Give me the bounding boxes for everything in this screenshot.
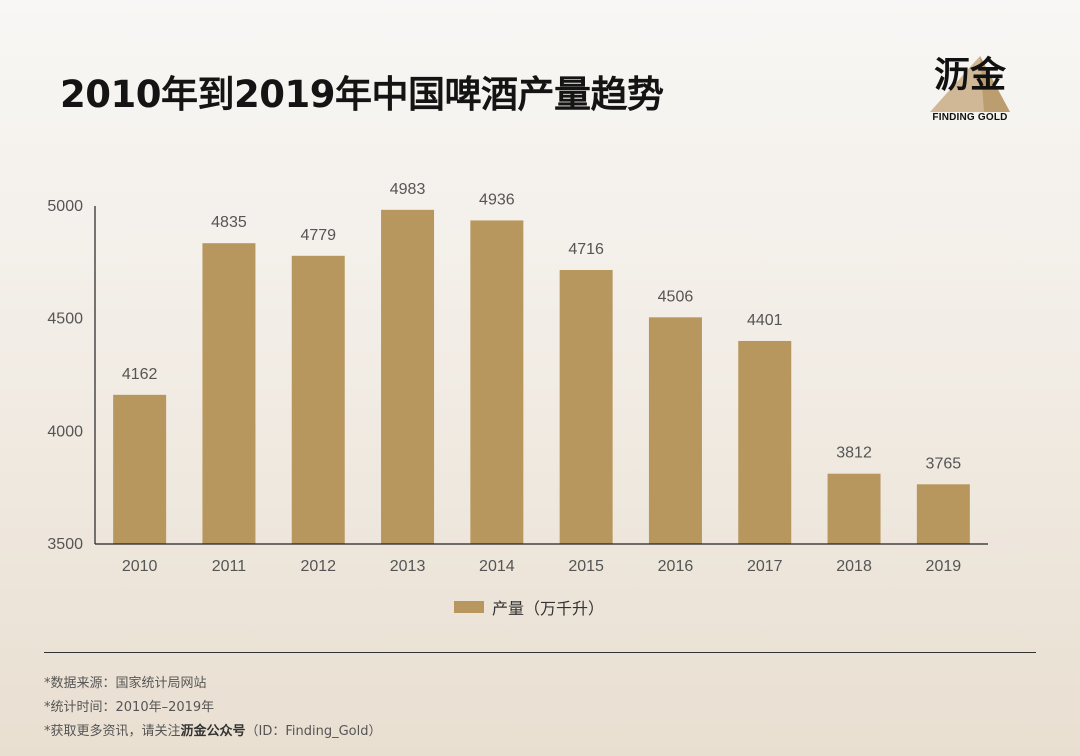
bar-2013 (381, 209, 435, 544)
bar-2012 (291, 255, 345, 545)
x-tick-label-2015: 2015 (568, 558, 604, 575)
bar-chart: 4162 2010 4835 2011 4779 2012 4983 2013 4936 2014… (47, 181, 988, 575)
value-label-2013: 4983 (390, 181, 426, 198)
bar-2011 (202, 243, 256, 544)
note-follow-prefix: *获取更多资讯，请关注 (44, 724, 181, 739)
bar-2015 (559, 269, 613, 544)
x-tick-label-2013: 2013 (390, 558, 426, 575)
value-label-2012: 4779 (300, 227, 336, 244)
value-label-2017: 4401 (747, 312, 783, 329)
logo-name: 沥金 (933, 55, 1006, 96)
x-tick-label-2011: 2011 (212, 558, 247, 575)
bar-2018 (827, 473, 881, 544)
legend-label: 产量（万千升） (492, 599, 605, 618)
bar-2014 (470, 220, 524, 544)
value-label-2015: 4716 (568, 241, 604, 258)
bar-2019 (916, 484, 970, 544)
footer-notes: *数据来源：国家统计局网站 *统计时间：2010年–2019年 *获取更多资讯，… (44, 672, 382, 744)
y-tick-label-5000: 5000 (47, 198, 83, 215)
x-tick-label-2012: 2012 (300, 558, 336, 575)
y-tick-label-3500: 3500 (47, 536, 83, 553)
x-tick-label-2016: 2016 (658, 558, 694, 575)
x-tick-label-2014: 2014 (479, 558, 515, 575)
logo-subtitle: FINDING GOLD (932, 112, 1008, 123)
y-tick-label-4000: 4000 (47, 423, 83, 440)
value-label-2010: 4162 (122, 366, 158, 383)
bar-2017 (738, 340, 792, 544)
x-tick-label-2017: 2017 (747, 558, 783, 575)
value-label-2016: 4506 (658, 288, 694, 305)
value-label-2019: 3765 (926, 455, 962, 472)
note-follow-brand: 沥金公众号 (180, 724, 246, 739)
bar-2016 (648, 317, 702, 544)
value-label-2011: 4835 (211, 214, 247, 231)
chart-legend: 产量（万千升） (454, 596, 604, 618)
brand-logo: 沥金 FINDING GOLD (924, 46, 1016, 126)
value-label-2018: 3812 (836, 445, 872, 462)
value-label-2014: 4936 (479, 191, 515, 208)
note-follow-suffix: （ID：Finding_Gold） (245, 724, 382, 739)
chart-title: 2010年到2019年中国啤酒产量趋势 (60, 73, 664, 116)
footer-divider (44, 652, 1036, 653)
note-period: *统计时间：2010年–2019年 (44, 700, 215, 715)
legend-swatch (454, 601, 484, 613)
x-tick-label-2018: 2018 (836, 558, 872, 575)
y-tick-label-4500: 4500 (47, 311, 83, 328)
x-tick-label-2019: 2019 (926, 558, 962, 575)
bar-2010 (113, 394, 167, 544)
note-source: *数据来源：国家统计局网站 (44, 676, 207, 691)
gold-triangle-icon (930, 56, 1010, 112)
x-tick-label-2010: 2010 (122, 558, 158, 575)
note-follow: *获取更多资讯，请关注沥金公众号（ID：Finding_Gold） (44, 720, 382, 744)
